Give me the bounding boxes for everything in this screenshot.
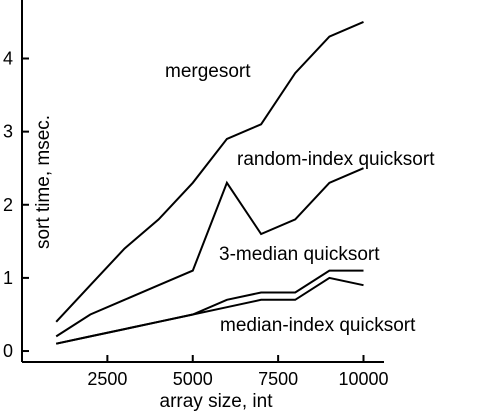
- series-lines: [55, 20, 364, 345]
- y-tick-label: 3: [3, 122, 13, 142]
- y-tick-label: 1: [3, 268, 13, 288]
- x-tick-label: 5000: [173, 369, 213, 389]
- series-line-1: [55, 20, 364, 323]
- y-tick-label: 4: [3, 49, 13, 69]
- x-axis-ticks: 2500 5000 7500 10000: [87, 355, 389, 389]
- series-labels: mergesort random-index quicksort 3-median …: [165, 61, 435, 336]
- y-tick-label: 2: [3, 195, 13, 215]
- series-label-1: mergesort: [165, 61, 251, 82]
- series-label-4: median-index quicksort: [220, 315, 416, 336]
- series-label-3: 3-median quicksort: [219, 244, 380, 265]
- y-tick-label: 0: [3, 341, 13, 361]
- series-line-2: [55, 167, 364, 338]
- x-tick-label: 10000: [338, 369, 388, 389]
- x-tick-label: 2500: [87, 369, 127, 389]
- y-axis-title: sort time, msec.: [33, 115, 54, 249]
- x-axis-title: array size, int: [160, 391, 274, 412]
- series-label-2: random-index quicksort: [237, 149, 435, 170]
- series-line-4: [55, 276, 364, 345]
- y-axis-ticks: 0 1 2 3 4: [3, 49, 29, 361]
- x-tick-label: 7500: [258, 369, 298, 389]
